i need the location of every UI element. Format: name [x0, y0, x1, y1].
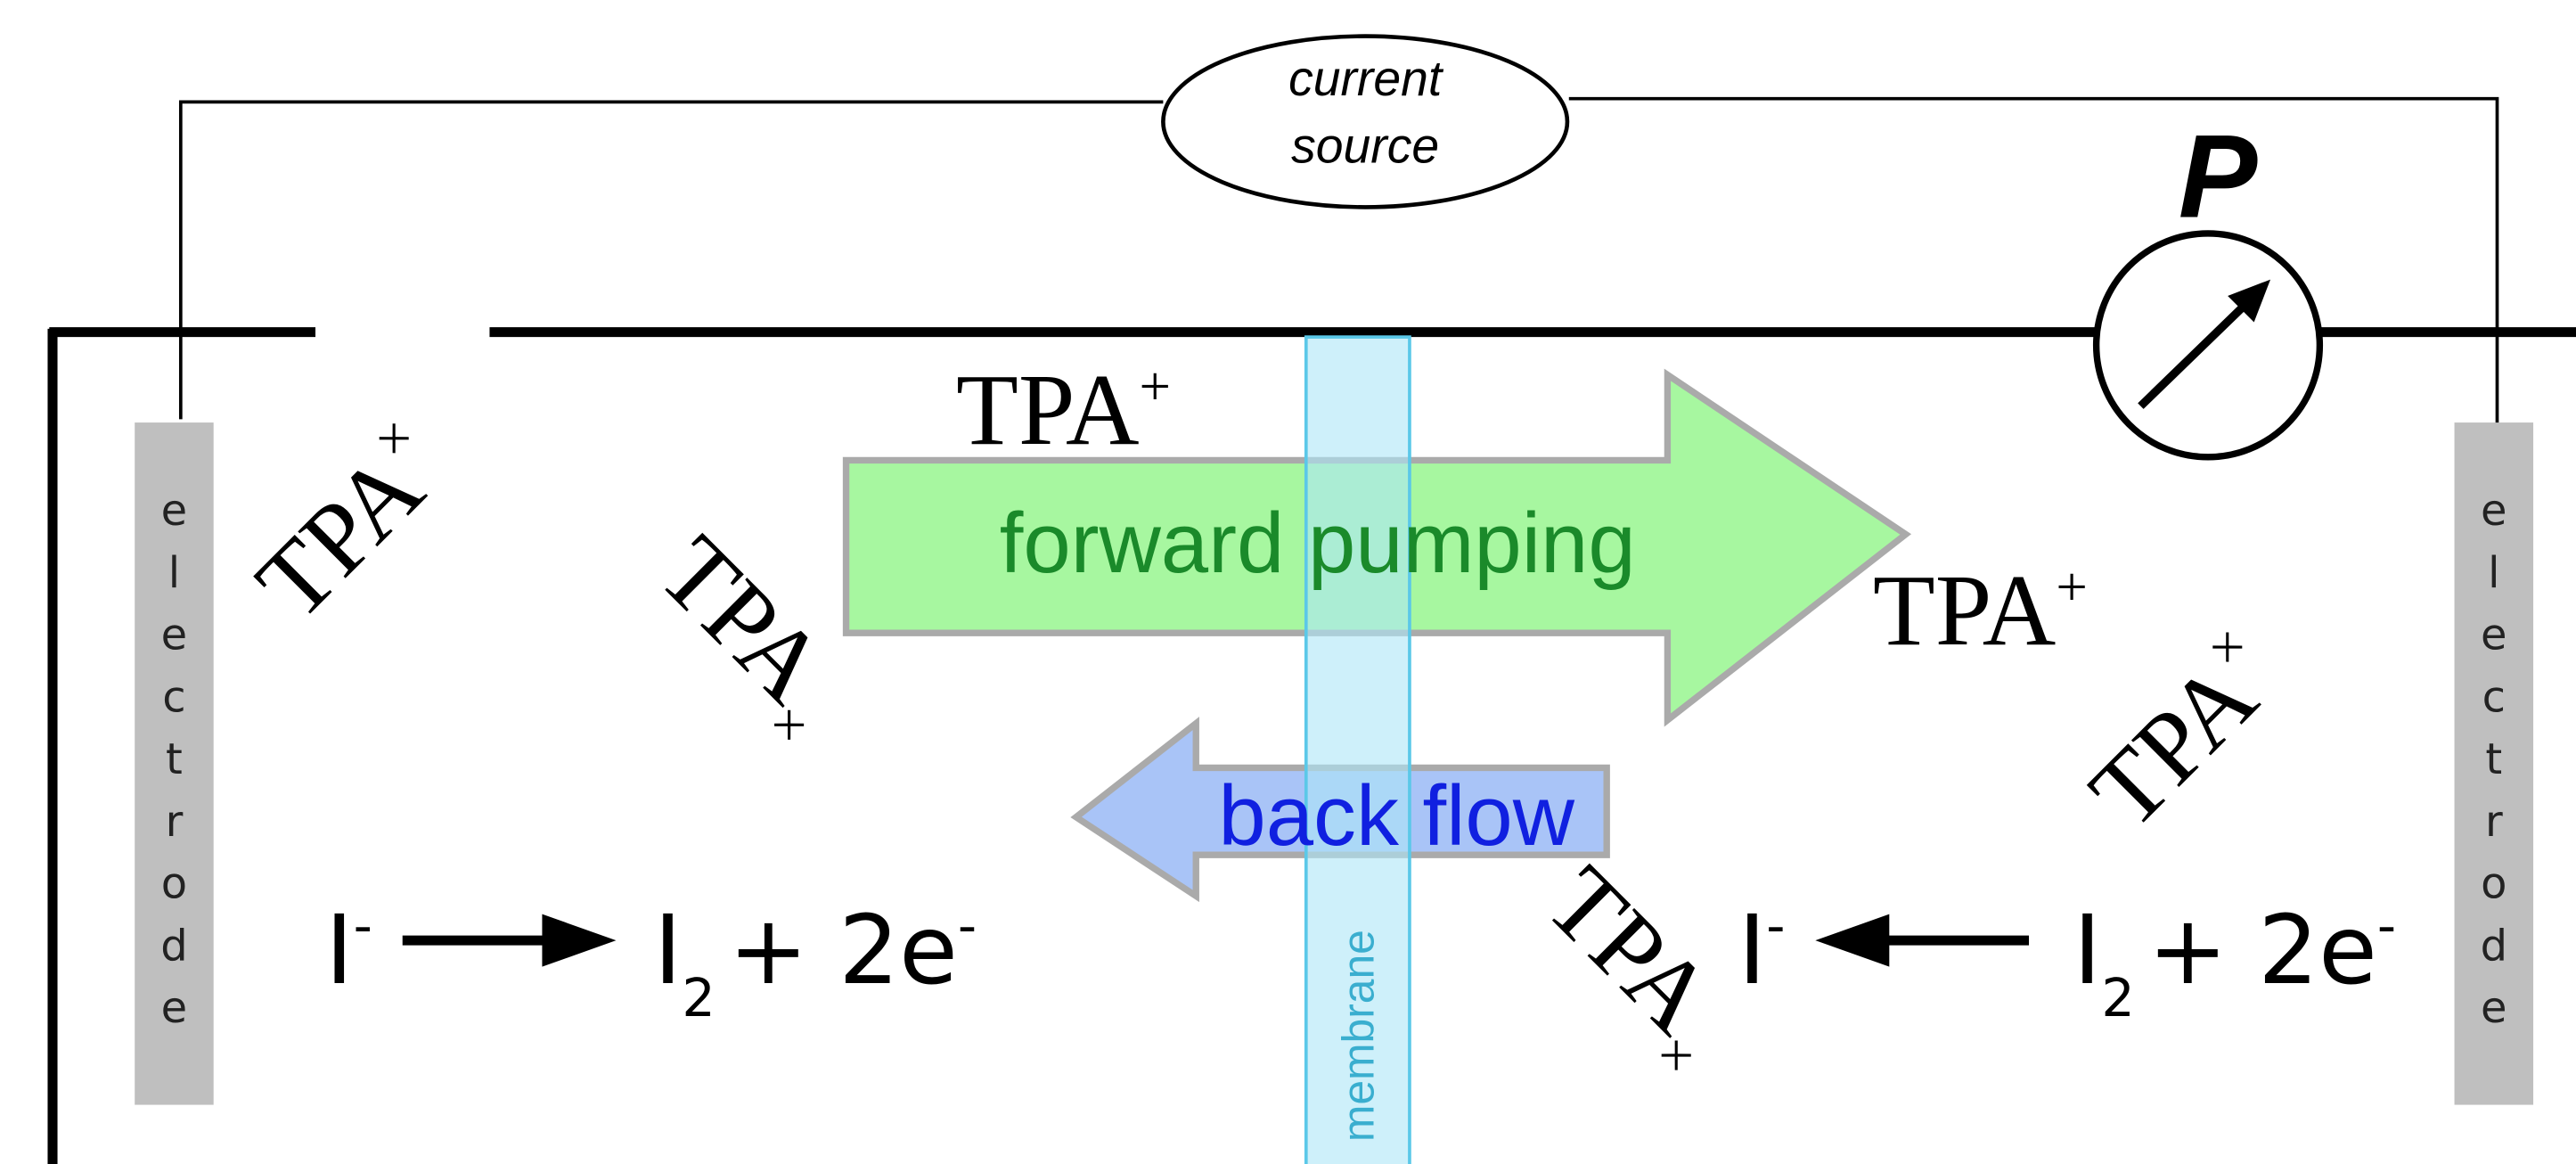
product-sub: 2	[682, 967, 715, 1029]
electron-charge: -	[958, 895, 977, 956]
current-source-label: current	[1288, 51, 1444, 106]
ion-name: TPA	[956, 353, 1139, 466]
product-symbol: I	[654, 896, 683, 1006]
ion: TPA×	[231, 405, 466, 640]
reactant: I-	[325, 895, 372, 1006]
electrode	[2454, 422, 2534, 1105]
ion-name: TPA	[1873, 553, 2056, 667]
meter-label: P	[2179, 111, 2258, 242]
ion-charge: +	[2056, 555, 2087, 618]
current-source-label: source	[1291, 119, 1439, 174]
product: I2 + 2e-	[2073, 895, 2396, 1029]
electrode	[135, 422, 214, 1105]
ion: TPA×	[1514, 845, 1757, 1088]
back-label: back flow	[1218, 768, 1574, 864]
ion-name: TPA	[638, 514, 847, 724]
electrode-label: electrode	[2469, 487, 2518, 1046]
current-source	[1161, 34, 1570, 209]
ion: TPA×	[2065, 614, 2300, 849]
reactant: I-	[1738, 895, 1786, 1006]
membrane-label: membrane	[1333, 930, 1383, 1142]
electrode-label: electrode	[150, 487, 199, 1046]
product-sub: 2	[2101, 967, 2134, 1029]
membrane	[1304, 335, 1411, 1164]
wire-left	[178, 100, 1164, 420]
ion: TPA+	[956, 353, 1171, 466]
product-plus: + 2e	[2148, 896, 2377, 1006]
meter-needle-head	[2228, 279, 2271, 323]
ion: TPA+	[1873, 553, 2088, 667]
ion: TPA×	[626, 514, 870, 758]
product-plus: + 2e	[729, 896, 958, 1006]
wires	[178, 96, 2499, 424]
electron-charge: -	[2377, 895, 2396, 956]
product-symbol: I	[2073, 896, 2102, 1006]
ion-name: TPA	[1525, 845, 1735, 1054]
ion-charge: +	[1140, 355, 1171, 417]
reactant-charge: -	[354, 895, 372, 956]
meter-needle	[2138, 299, 2251, 409]
reactant-symbol: I	[325, 896, 354, 1006]
reactant-symbol: I	[1738, 896, 1767, 1006]
reactant-charge: -	[1766, 895, 1785, 956]
reaction-arrow-head	[1815, 914, 1890, 967]
wire-right	[1568, 96, 2499, 424]
forward-label: forward pumping	[1000, 496, 1636, 591]
product: I2 + 2e-	[654, 895, 977, 1029]
reaction-arrow-head	[542, 914, 617, 967]
